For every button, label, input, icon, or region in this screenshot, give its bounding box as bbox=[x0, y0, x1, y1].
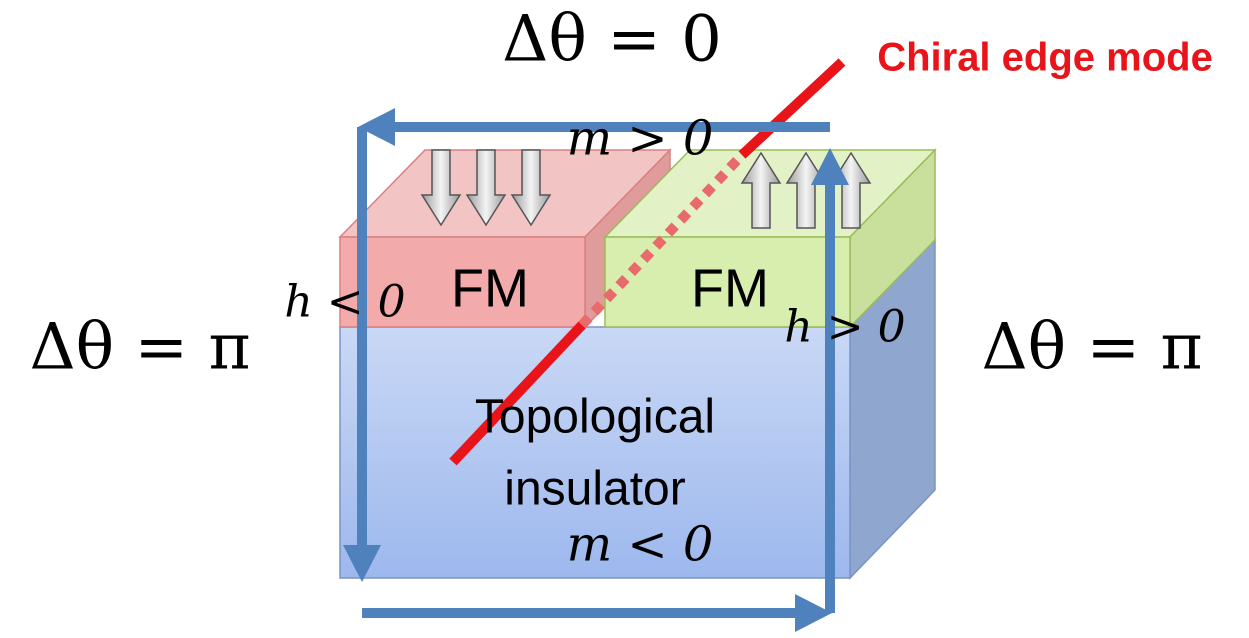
h-right: h > 0 bbox=[784, 302, 905, 353]
right-phase: Δθ = π bbox=[981, 311, 1202, 385]
top-phase: Δθ = 0 bbox=[502, 3, 722, 77]
fm-left-label: FM bbox=[451, 258, 529, 318]
spin-down-arrows bbox=[422, 150, 550, 225]
left-phase: Δθ = π bbox=[29, 311, 250, 385]
chiral-label: Chiral edge mode bbox=[877, 36, 1213, 80]
ti-label-line1: Topological bbox=[475, 391, 715, 444]
spin-up-arrows bbox=[742, 153, 870, 228]
m-top: m > 0 bbox=[567, 111, 714, 167]
m-bottom: m < 0 bbox=[567, 517, 714, 573]
ti-label-line2: insulator bbox=[504, 463, 685, 516]
diagram: Δθ = 0 Chiral edge mode m > 0 Δθ = π Δθ … bbox=[0, 0, 1249, 638]
h-left: h < 0 bbox=[284, 277, 405, 328]
fm-right-label: FM bbox=[691, 258, 769, 318]
